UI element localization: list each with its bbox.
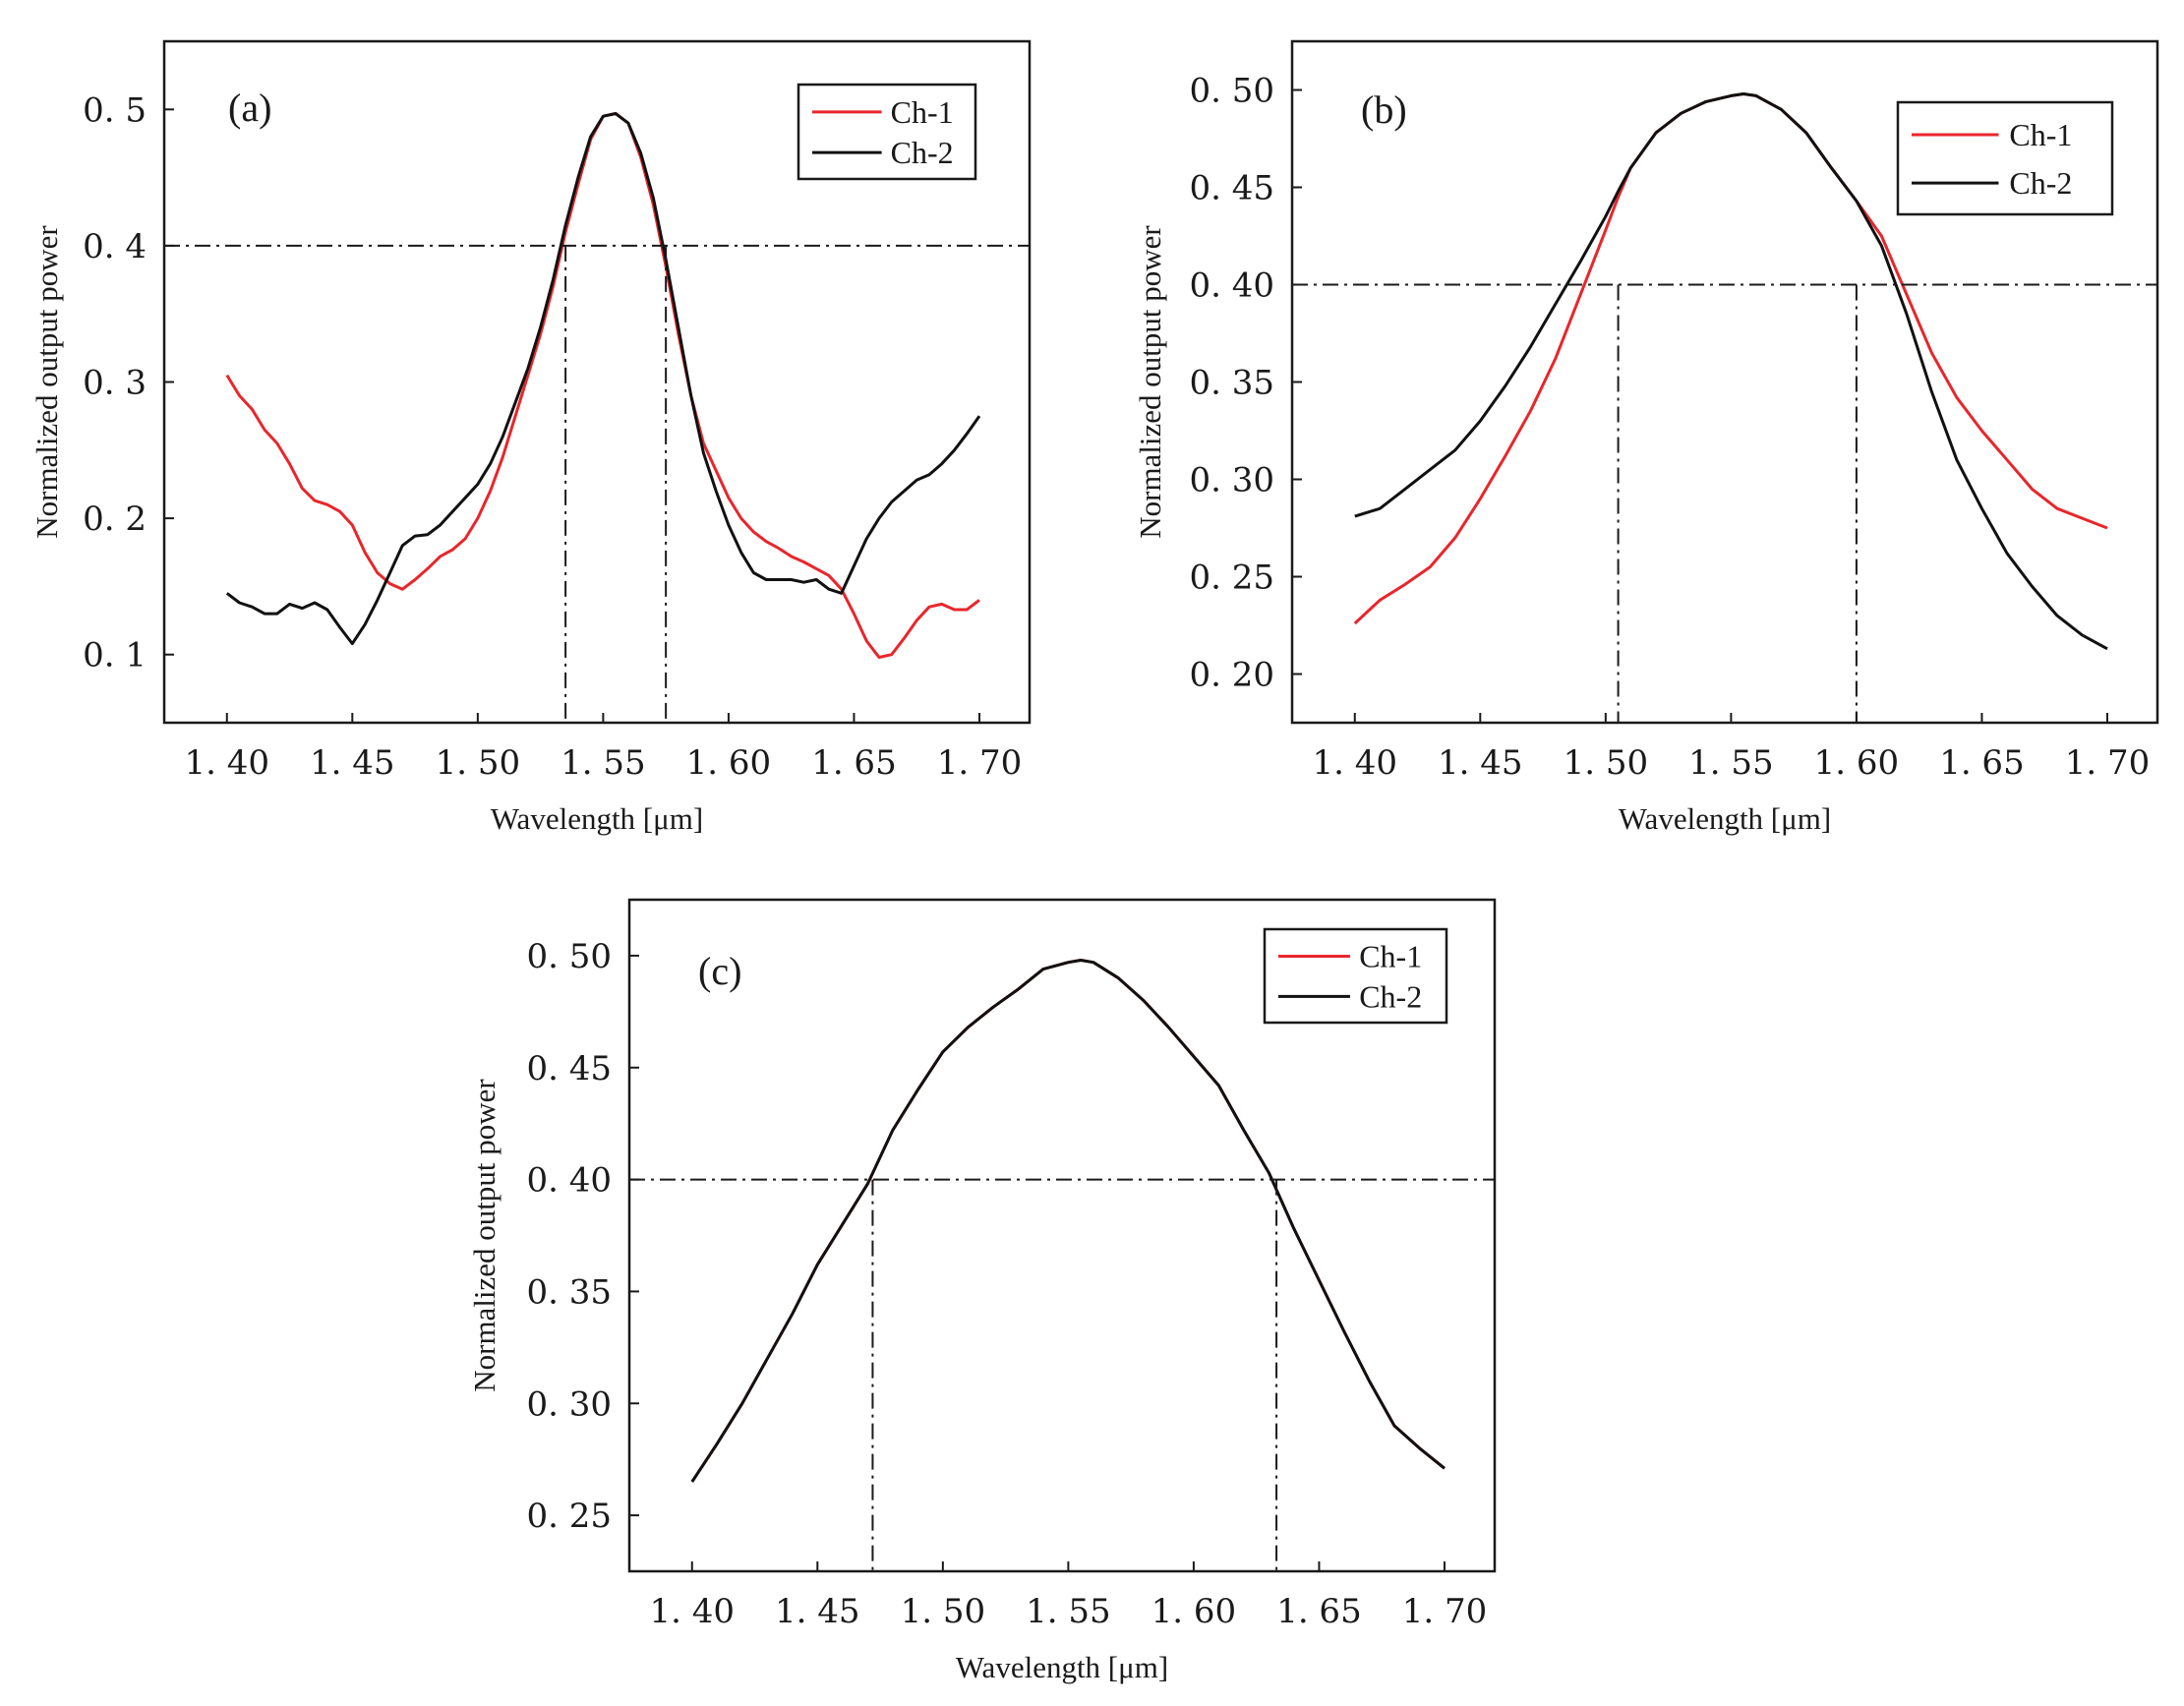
panel-label: (b) xyxy=(1361,88,1407,132)
x-tick-label: 1. 70 xyxy=(1402,1592,1488,1631)
series-line-ch-1 xyxy=(225,112,980,659)
y-tick-label: 0. 40 xyxy=(1189,266,1274,306)
y-tick-label: 0. 30 xyxy=(526,1384,612,1424)
series-line-ch-2 xyxy=(225,112,981,646)
y-tick-label: 0. 35 xyxy=(1189,364,1274,403)
panel-label: (c) xyxy=(698,949,741,993)
x-axis-label: Wavelength [μm] xyxy=(956,1650,1168,1684)
plot-frame xyxy=(627,898,1497,1573)
x-tick-label: 1. 55 xyxy=(561,743,646,783)
y-tick-label: 0. 25 xyxy=(1189,559,1274,598)
legend-label-ch-2: Ch-2 xyxy=(2009,165,2072,201)
x-tick-label: 1. 45 xyxy=(775,1592,860,1631)
y-tick-label: 0. 45 xyxy=(526,1049,612,1088)
x-tick-label: 1. 50 xyxy=(436,743,521,783)
x-tick-label: 1. 65 xyxy=(811,743,897,783)
y-tick-label: 0. 1 xyxy=(83,636,147,676)
legend-label-ch-1: Ch-1 xyxy=(1359,939,1422,974)
y-tick-label: 0. 45 xyxy=(1189,169,1274,208)
x-tick-label: 1. 55 xyxy=(1688,743,1774,783)
panel-c: 1. 40 1. 45 1. 50 1. 55 1. 60 1. 65 1. 70 0. 25… xyxy=(467,898,1497,1684)
x-tick-label: 1. 70 xyxy=(2065,743,2151,783)
x-tick-label: 1. 50 xyxy=(901,1592,986,1631)
legend-box xyxy=(1896,100,2114,216)
x-tick-label: 1. 55 xyxy=(1026,1592,1111,1631)
x-axis-label: Wavelength [μm] xyxy=(491,801,703,836)
series-line-ch-1 xyxy=(690,959,1446,1483)
y-tick-label: 0. 30 xyxy=(1189,461,1274,500)
panel-label: (a) xyxy=(228,86,271,130)
panel-b: 1. 40 1. 45 1. 50 1. 55 1. 60 1. 65 1. 70 0. 20… xyxy=(1133,39,2159,836)
y-tick-label: 0. 35 xyxy=(526,1272,612,1312)
legend-box xyxy=(1263,927,1448,1025)
x-axis-label: Wavelength [μm] xyxy=(1619,801,1831,836)
y-tick-label: 0. 3 xyxy=(83,364,147,403)
x-tick-label: 1. 60 xyxy=(1814,743,1900,783)
y-axis-label: Normalized output power xyxy=(1133,225,1167,539)
legend-box xyxy=(797,83,977,181)
y-tick-label: 0. 5 xyxy=(83,90,147,130)
series-line-ch-2 xyxy=(1354,92,2108,651)
y-tick-label: 0. 50 xyxy=(1189,72,1274,111)
series-line-ch-2 xyxy=(690,959,1446,1483)
x-tick-label: 1. 45 xyxy=(1438,743,1523,783)
y-tick-label: 0. 2 xyxy=(83,500,147,539)
y-tick-label: 0. 25 xyxy=(526,1497,612,1536)
x-tick-label: 1. 45 xyxy=(310,743,395,783)
legend-label-ch-2: Ch-2 xyxy=(1359,978,1422,1014)
legend-label-ch-1: Ch-1 xyxy=(2009,117,2072,152)
x-tick-label: 1. 60 xyxy=(1151,1592,1237,1631)
panel-a: 1. 40 1. 45 1. 50 1. 55 1. 60 1. 65 1. 70 0. 1 0… xyxy=(30,39,1032,836)
y-tick-label: 0. 40 xyxy=(526,1161,612,1201)
y-tick-label: 0. 4 xyxy=(83,227,147,266)
x-tick-label: 1. 40 xyxy=(1313,743,1398,783)
x-tick-label: 1. 65 xyxy=(1276,1592,1362,1631)
x-tick-label: 1. 40 xyxy=(185,743,270,783)
x-tick-label: 1. 70 xyxy=(937,743,1023,783)
legend-label-ch-2: Ch-2 xyxy=(891,135,954,170)
legend-label-ch-1: Ch-1 xyxy=(891,94,954,130)
x-tick-label: 1. 60 xyxy=(686,743,772,783)
y-axis-label: Normalized output power xyxy=(467,1079,502,1392)
x-tick-label: 1. 65 xyxy=(1939,743,2025,783)
y-axis-label: Normalized output power xyxy=(30,225,64,539)
x-tick-label: 1. 40 xyxy=(650,1592,736,1631)
x-tick-label: 1. 50 xyxy=(1564,743,1649,783)
y-tick-label: 0. 50 xyxy=(526,937,612,976)
y-tick-label: 0. 20 xyxy=(1189,656,1274,695)
